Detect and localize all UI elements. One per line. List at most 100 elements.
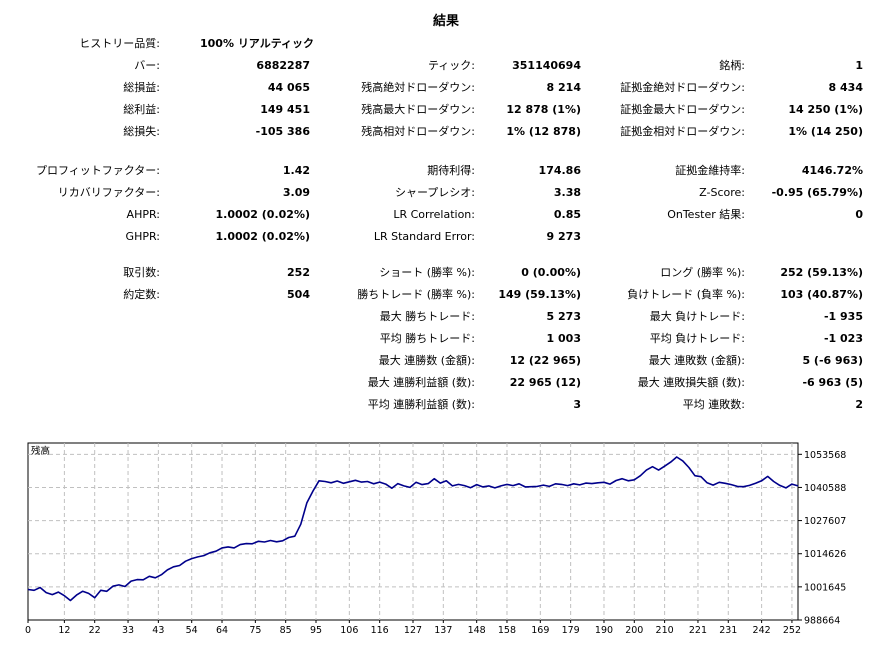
stat-label-block2-1-l1: リカバリファクター: xyxy=(57,186,160,199)
stat-value-block3-6-v2: 3 xyxy=(573,398,581,411)
x-tick-label: 43 xyxy=(152,625,164,636)
stat-label-block3-5-l2: 最大 連勝利益額 (数): xyxy=(367,376,475,389)
history-quality-label: ヒストリー品質: xyxy=(79,37,160,50)
stat-label-block3-4-l3: 最大 連敗数 (金額): xyxy=(648,354,745,367)
stat-label-block1-2-l1: 総利益: xyxy=(123,103,160,116)
x-tick-label: 190 xyxy=(595,625,613,636)
stat-label-block2-3-l2: LR Standard Error: xyxy=(373,230,475,243)
stat-label-block1-1-l3: 証拠金絶対ドローダウン: xyxy=(620,81,745,94)
stat-value-block2-1-v3: -0.95 (65.79%) xyxy=(771,186,863,199)
stat-value-block3-5-v1 xyxy=(160,375,310,391)
stat-value-block3-6-v1 xyxy=(160,397,310,413)
x-tick-label: 33 xyxy=(122,625,134,636)
stat-value-block1-2-v1: 149 451 xyxy=(260,103,310,116)
stat-label-block2-2-l2: LR Correlation: xyxy=(393,208,475,221)
stat-value-block3-2-v1 xyxy=(160,309,310,325)
stat-value-block1-3-v1: -105 386 xyxy=(255,125,310,138)
stat-value-block2-3-v1: 1.0002 (0.02%) xyxy=(215,230,311,243)
balance-line xyxy=(27,456,799,602)
x-tick-label: 221 xyxy=(689,625,707,636)
chart-title: 残高 xyxy=(31,445,50,457)
stat-label-block1-1-l1: 総損益: xyxy=(123,81,160,94)
x-tick-label: 85 xyxy=(280,625,292,636)
stat-value-block3-4-v1 xyxy=(160,353,310,369)
stat-value-block3-0-v1: 252 xyxy=(287,266,310,279)
stat-value-block1-3-v3: 1% (14 250) xyxy=(788,125,863,138)
y-tick-label: 1001645 xyxy=(804,582,846,593)
stat-label-block3-2-l1 xyxy=(20,309,160,325)
stat-label-block3-0-l1: 取引数: xyxy=(123,266,160,279)
stat-value-block1-3-v2: 1% (12 878) xyxy=(506,125,581,138)
x-tick-label: 12 xyxy=(58,625,70,636)
stat-value-block3-1-v1: 504 xyxy=(287,288,310,301)
stat-value-block1-1-v2: 8 214 xyxy=(546,81,581,94)
stat-label-block2-1-l3: Z-Score: xyxy=(699,186,745,199)
stat-label-block3-6-l3: 平均 連敗数: xyxy=(682,398,745,411)
stat-value-block3-4-v3: 5 (-6 963) xyxy=(802,354,863,367)
stat-label-block3-1-l2: 勝ちトレード (勝率 %): xyxy=(357,288,475,301)
stat-label-block1-3-l2: 残高相対ドローダウン: xyxy=(361,125,475,138)
stat-label-block3-6-l1 xyxy=(20,397,160,413)
x-tick-label: 116 xyxy=(371,625,389,636)
stat-label-block3-1-l3: 負けトレード (負率 %): xyxy=(627,288,745,301)
stat-value-block3-2-v3: -1 935 xyxy=(823,310,863,323)
stat-label-block3-3-l3: 平均 負けトレード: xyxy=(649,332,745,345)
x-tick-label: 127 xyxy=(404,625,422,636)
stat-value-block2-0-v2: 174.86 xyxy=(538,164,581,177)
stat-value-block3-4-v2: 12 (22 965) xyxy=(509,354,581,367)
stat-label-block2-2-l1: AHPR: xyxy=(126,208,160,221)
stat-label-block1-0-l1: バー: xyxy=(134,59,160,72)
stat-label-block3-3-l1 xyxy=(20,331,160,347)
stat-value-block3-0-v2: 0 (0.00%) xyxy=(521,266,581,279)
x-tick-label: 200 xyxy=(625,625,643,636)
history-quality-value: 100% リアルティック xyxy=(200,37,315,50)
stat-label-block1-0-l3: 銘柄: xyxy=(719,59,745,72)
stat-label-block2-3-l1: GHPR: xyxy=(125,230,160,243)
stat-label-block2-0-l2: 期待利得: xyxy=(427,164,475,177)
stat-value-block3-1-v3: 103 (40.87%) xyxy=(780,288,863,301)
stat-value-block1-1-v3: 8 434 xyxy=(828,81,863,94)
stat-label-block3-5-l3: 最大 連敗損失額 (数): xyxy=(637,376,745,389)
stat-value-block1-0-v1: 6882287 xyxy=(256,59,310,72)
stat-label-block2-0-l3: 証拠金維持率: xyxy=(675,164,745,177)
report-title: 結果 xyxy=(432,14,459,29)
stat-value-block2-1-v1: 3.09 xyxy=(282,186,310,199)
x-tick-label: 252 xyxy=(783,625,801,636)
x-tick-label: 106 xyxy=(340,625,358,636)
stat-value-block2-3-v2: 9 273 xyxy=(546,230,581,243)
stat-label-block3-1-l1: 約定数: xyxy=(123,288,160,301)
stat-value-block1-2-v3: 14 250 (1%) xyxy=(788,103,863,116)
stat-value-block3-3-v2: 1 003 xyxy=(546,332,581,345)
x-tick-label: 169 xyxy=(531,625,549,636)
stat-label-block1-1-l2: 残高絶対ドローダウン: xyxy=(361,81,475,94)
y-tick-label: 1053568 xyxy=(804,450,846,461)
x-tick-label: 242 xyxy=(753,625,771,636)
stat-value-block3-6-v3: 2 xyxy=(855,398,863,411)
stat-value-block2-0-v1: 1.42 xyxy=(282,164,310,177)
stat-label-block2-3-l3 xyxy=(590,229,745,245)
x-tick-label: 148 xyxy=(468,625,486,636)
stat-value-block3-1-v2: 149 (59.13%) xyxy=(498,288,581,301)
y-tick-label: 988664 xyxy=(804,616,840,627)
stat-value-block3-3-v1 xyxy=(160,331,310,347)
stat-label-block3-0-l3: ロング (勝率 %): xyxy=(660,266,745,279)
stat-label-block3-0-l2: ショート (勝率 %): xyxy=(379,266,475,279)
stat-value-block3-2-v2: 5 273 xyxy=(546,310,581,323)
stat-value-block2-2-v3: 0 xyxy=(855,208,863,221)
balance-chart: 1053568 1040588 1027607 1014626 1001645 98866… xyxy=(25,442,846,636)
stat-value-block2-3-v3 xyxy=(745,229,863,245)
x-tick-label: 231 xyxy=(719,625,737,636)
stat-label-block3-4-l1 xyxy=(20,353,160,369)
x-tick-label: 210 xyxy=(656,625,674,636)
stat-label-block3-4-l2: 最大 連勝数 (金額): xyxy=(378,354,475,367)
stat-value-block2-0-v3: 4146.72% xyxy=(801,164,863,177)
stat-label-block1-2-l3: 証拠金最大ドローダウン: xyxy=(620,103,745,116)
stat-label-block2-2-l3: OnTester 結果: xyxy=(667,208,745,221)
stat-label-block1-3-l1: 総損失: xyxy=(123,125,160,138)
stat-value-block1-1-v1: 44 065 xyxy=(267,81,310,94)
stat-label-block3-3-l2: 平均 勝ちトレード: xyxy=(379,332,475,345)
stat-label-block3-2-l3: 最大 負けトレード: xyxy=(649,310,745,323)
x-tick-label: 137 xyxy=(434,625,452,636)
stat-label-block3-2-l2: 最大 勝ちトレード: xyxy=(379,310,475,323)
stat-label-block3-5-l1 xyxy=(20,375,160,391)
